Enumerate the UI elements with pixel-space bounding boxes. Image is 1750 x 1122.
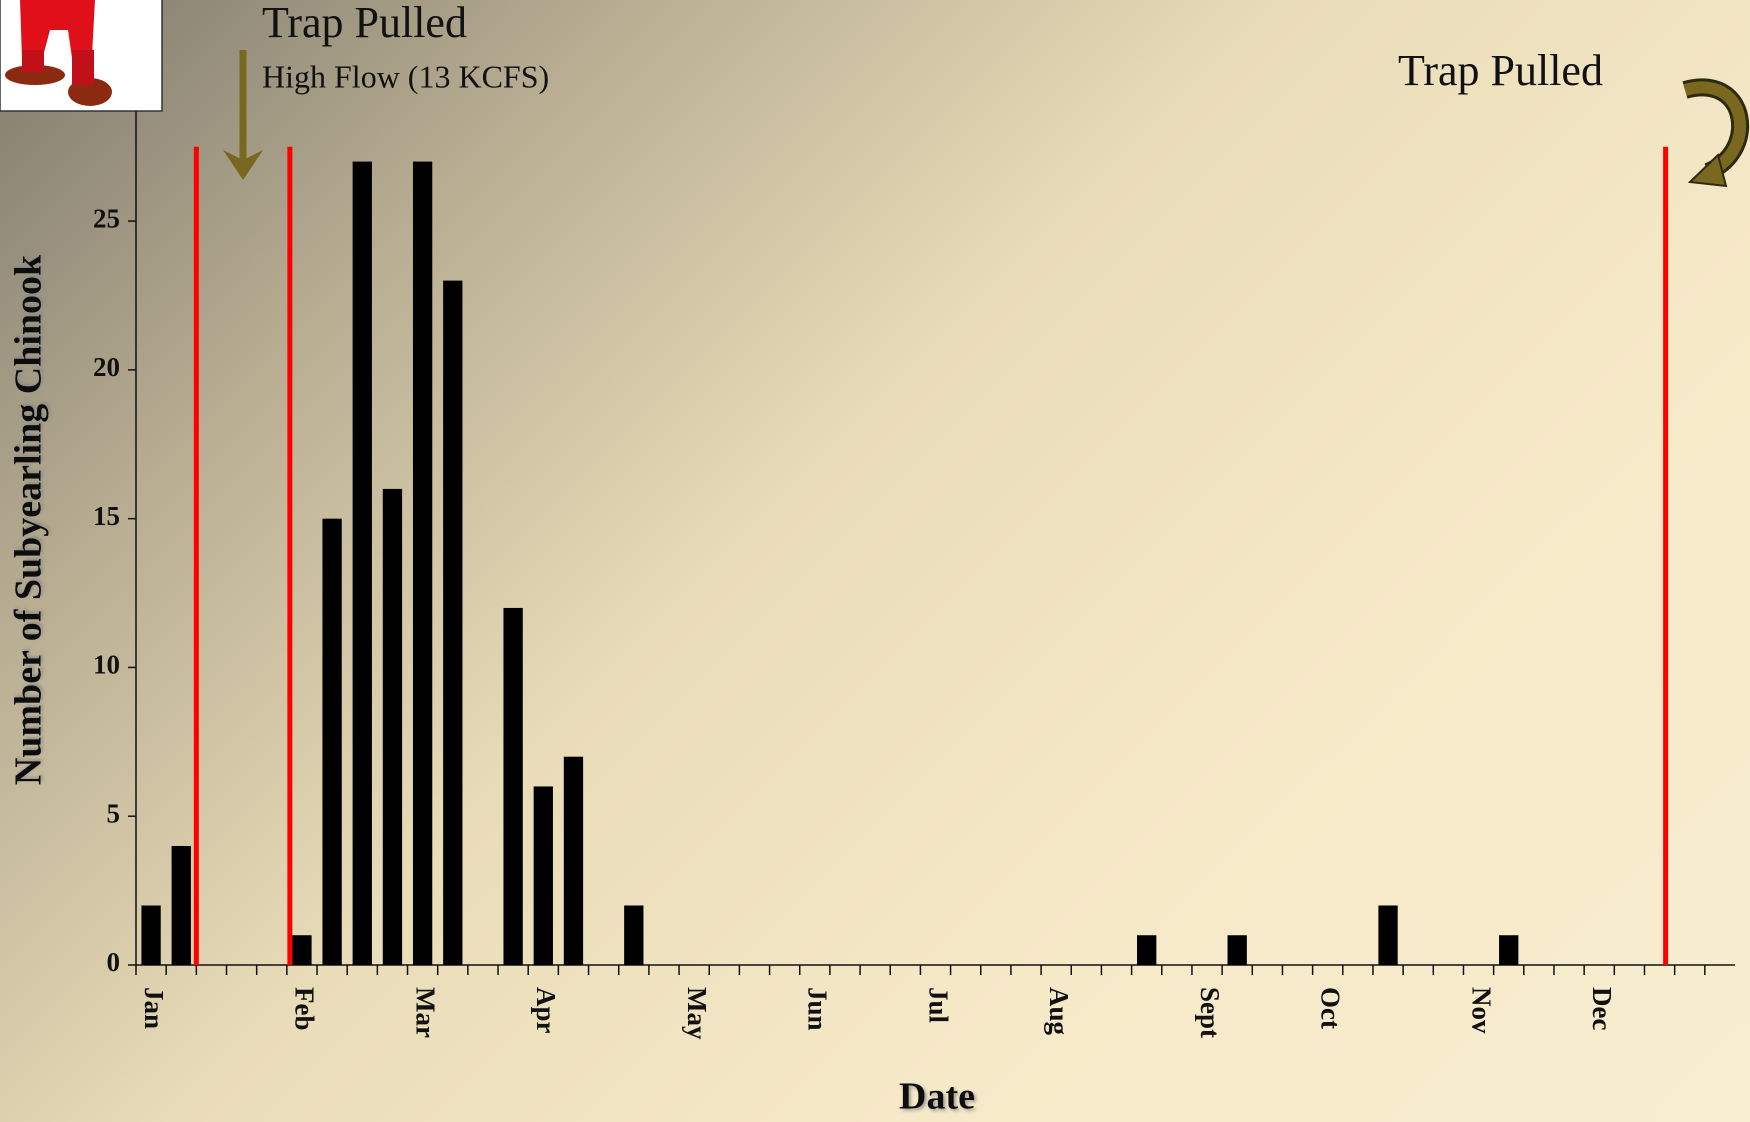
bar <box>322 518 342 965</box>
x-tick-label: Dec <box>1587 987 1617 1030</box>
x-tick-label: Jan <box>139 987 169 1029</box>
x-tick-label: Jul <box>923 987 953 1024</box>
x-axis-label: Date <box>899 1076 975 1118</box>
x-tick-label: Apr <box>531 987 561 1034</box>
y-tick-label: 5 <box>107 798 121 828</box>
bar <box>1499 935 1519 965</box>
x-tick-label: Mar <box>410 987 440 1038</box>
x-tick-label: Sept <box>1195 987 1225 1038</box>
arrow <box>223 50 263 180</box>
bar <box>533 786 553 965</box>
y-tick-label: 10 <box>93 650 120 680</box>
x-tick-label: Oct <box>1316 987 1346 1029</box>
bar <box>624 905 644 965</box>
bar <box>412 161 433 965</box>
annotation: High Flow (13 KCFS) <box>262 58 549 94</box>
annotation: Trap Pulled <box>262 0 467 47</box>
bar <box>382 488 403 965</box>
x-tick-label: Aug <box>1044 987 1074 1036</box>
curved-arrow <box>1682 78 1750 188</box>
y-tick-label: 15 <box>93 501 120 531</box>
x-tick-label: Jun <box>803 987 833 1031</box>
bar <box>171 845 191 965</box>
y-tick-label: 20 <box>93 352 120 382</box>
bar <box>503 607 523 965</box>
y-tick-label: 0 <box>107 947 121 977</box>
bar <box>1227 935 1247 965</box>
annotation: Trap Pulled <box>1398 46 1603 95</box>
bar <box>292 935 312 965</box>
x-tick-label: May <box>682 987 712 1040</box>
bar <box>1137 935 1157 965</box>
y-axis-label: Number of Subyearling Chinook <box>8 254 50 785</box>
x-tick-label: Feb <box>290 987 320 1031</box>
bar <box>1378 905 1398 965</box>
bar <box>352 161 372 965</box>
y-tick-label: 25 <box>93 203 120 233</box>
thumbnail-image <box>0 0 163 112</box>
bar <box>563 756 584 965</box>
x-tick-label: Nov <box>1466 987 1496 1034</box>
bar <box>141 905 161 965</box>
bar <box>443 280 463 965</box>
